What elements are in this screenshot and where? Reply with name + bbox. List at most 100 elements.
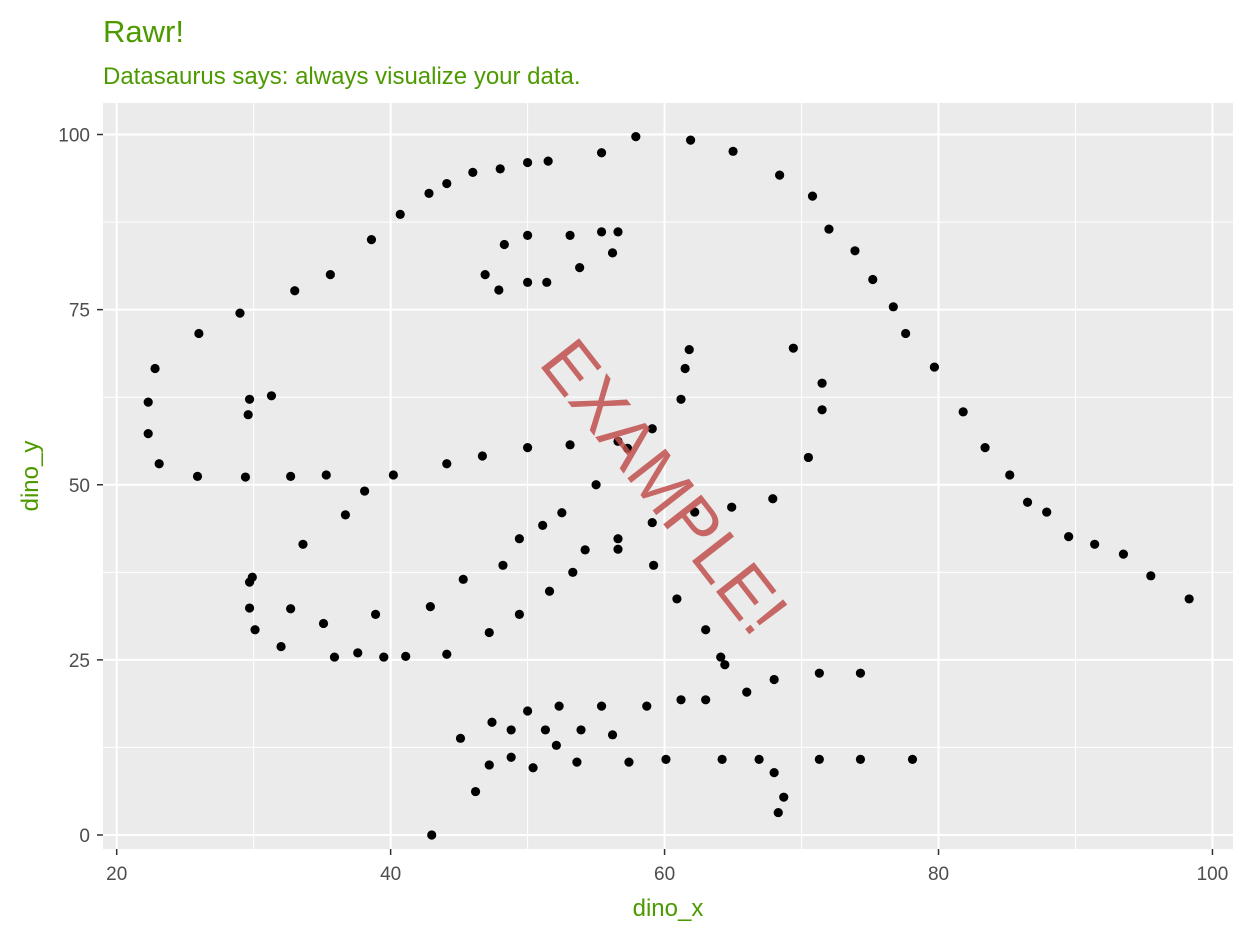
y-tick-label: 0 <box>79 826 90 847</box>
data-point <box>717 754 727 764</box>
data-point <box>192 471 203 481</box>
data-point <box>477 451 488 461</box>
data-point <box>1090 539 1100 549</box>
data-point <box>523 706 533 716</box>
data-point <box>455 733 466 743</box>
data-point <box>495 164 505 174</box>
data-point <box>613 436 623 446</box>
data-point <box>742 687 752 697</box>
y-axis: 0 25 50 75 100 <box>58 126 103 847</box>
data-point <box>728 146 738 156</box>
data-point <box>690 507 700 517</box>
data-point <box>701 695 711 705</box>
data-point <box>591 480 601 490</box>
data-points <box>143 132 1194 840</box>
data-point <box>250 625 260 635</box>
data-point <box>353 648 363 658</box>
data-point <box>498 560 508 570</box>
data-point <box>557 508 567 518</box>
data-point <box>468 167 478 177</box>
data-point <box>442 649 452 659</box>
data-point <box>286 471 296 481</box>
data-point <box>716 652 726 662</box>
data-point <box>523 230 533 240</box>
data-point <box>817 405 827 415</box>
data-point <box>622 443 633 453</box>
x-tick-label: 20 <box>106 864 127 885</box>
data-point <box>523 443 533 453</box>
data-point <box>506 752 516 762</box>
data-point <box>572 757 582 767</box>
data-point <box>544 586 555 596</box>
data-point <box>470 786 481 797</box>
data-point <box>565 230 575 240</box>
data-point <box>427 830 437 840</box>
data-point <box>613 227 623 237</box>
data-point <box>672 594 682 604</box>
data-point <box>484 627 494 638</box>
data-point <box>487 717 497 727</box>
x-tick-label: 80 <box>928 864 949 885</box>
data-point <box>401 651 411 661</box>
data-point <box>929 362 940 372</box>
data-point <box>803 452 813 463</box>
data-point <box>596 701 607 711</box>
data-point <box>576 725 586 735</box>
data-point <box>631 132 641 142</box>
data-point <box>360 486 370 496</box>
data-point <box>1118 549 1129 559</box>
data-point <box>366 234 377 245</box>
data-point <box>754 754 764 764</box>
data-point <box>325 270 335 280</box>
data-point <box>318 618 329 629</box>
data-point <box>814 754 824 764</box>
data-point <box>458 574 468 584</box>
data-point <box>980 443 990 453</box>
data-point <box>580 545 590 555</box>
data-point <box>442 459 452 469</box>
y-tick-label: 50 <box>69 476 90 497</box>
x-tick-label: 40 <box>380 864 401 885</box>
data-point <box>243 410 253 420</box>
data-point <box>958 407 968 417</box>
data-point <box>647 517 657 528</box>
data-point <box>868 274 878 285</box>
data-point <box>596 227 607 237</box>
data-point <box>907 754 918 764</box>
y-axis-title: dino_y <box>17 441 44 512</box>
data-point <box>321 470 331 480</box>
data-point <box>779 792 789 802</box>
y-tick-label: 25 <box>69 651 90 672</box>
data-point <box>775 170 785 180</box>
data-point <box>701 625 711 635</box>
data-point <box>565 440 575 450</box>
data-point <box>494 285 504 295</box>
data-point <box>596 148 607 158</box>
data-point <box>807 191 818 201</box>
data-point <box>506 725 516 735</box>
data-point <box>442 178 452 189</box>
data-point <box>855 668 866 678</box>
data-point <box>528 763 538 773</box>
data-point <box>850 246 860 256</box>
data-point <box>568 567 578 577</box>
data-point <box>901 328 911 339</box>
minor-gridlines <box>103 103 1233 849</box>
x-tick-label: 100 <box>1197 864 1229 885</box>
y-tick-label: 75 <box>69 301 90 322</box>
data-point <box>676 394 686 404</box>
data-point <box>649 560 659 570</box>
y-tick-label: 100 <box>58 126 90 147</box>
data-point <box>1005 470 1015 480</box>
data-point <box>684 344 694 355</box>
data-point <box>514 609 524 619</box>
data-point <box>642 701 652 711</box>
data-point <box>554 701 564 711</box>
data-point <box>1022 497 1033 507</box>
data-point <box>727 502 737 512</box>
data-point <box>143 397 153 407</box>
data-point <box>543 156 553 166</box>
data-point <box>768 494 778 504</box>
data-point <box>1042 507 1052 517</box>
x-axis: 20 40 60 80 100 <box>106 849 1228 885</box>
